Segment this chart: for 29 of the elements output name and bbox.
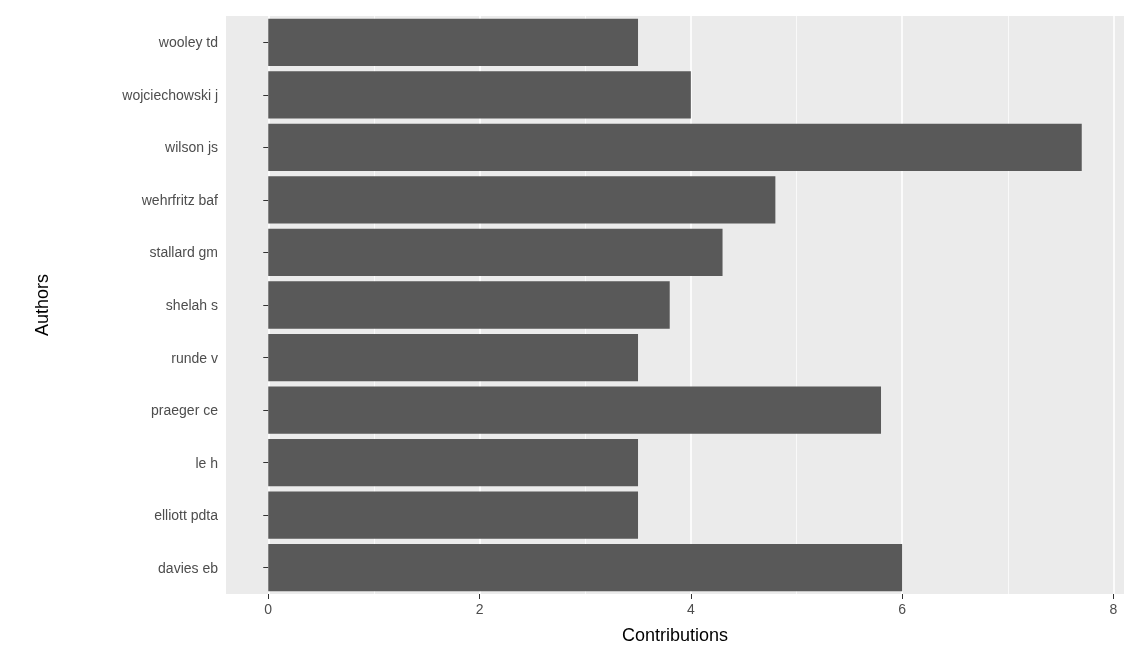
y-tick-label: wooley td [157,34,218,51]
bar [268,123,1082,172]
y-tick-label: wilson js [164,139,218,156]
y-tick-label: wehrfritz baf [140,191,219,208]
bar [268,176,776,224]
y-tick-label: runde v [171,349,218,366]
x-tick-label: 4 [686,601,695,617]
bar [268,228,723,277]
x-tick-label: 0 [264,601,273,617]
x-tick-label: 6 [898,601,907,617]
y-tick-label: stallard gm [149,244,218,261]
y-tick-label: praeger ce [151,402,219,419]
y-tick-label: elliott pdta [154,507,219,524]
y-tick-label: le h [195,454,218,471]
bar [268,438,639,487]
bar [268,71,691,119]
bar [268,491,639,539]
bar [268,18,639,66]
bar [268,386,882,434]
bar [268,333,639,382]
bar [268,281,670,329]
x-tick-label: 8 [1109,601,1118,617]
y-axis-title: Authors [32,273,52,337]
y-tick-label: davies eb [158,559,219,576]
y-tick-label: wojciechowski j [121,86,218,103]
y-tick-label: shelah s [165,297,218,313]
bar [268,544,903,592]
x-tick-label: 2 [475,601,484,617]
x-axis-title: Contributions [621,625,729,645]
